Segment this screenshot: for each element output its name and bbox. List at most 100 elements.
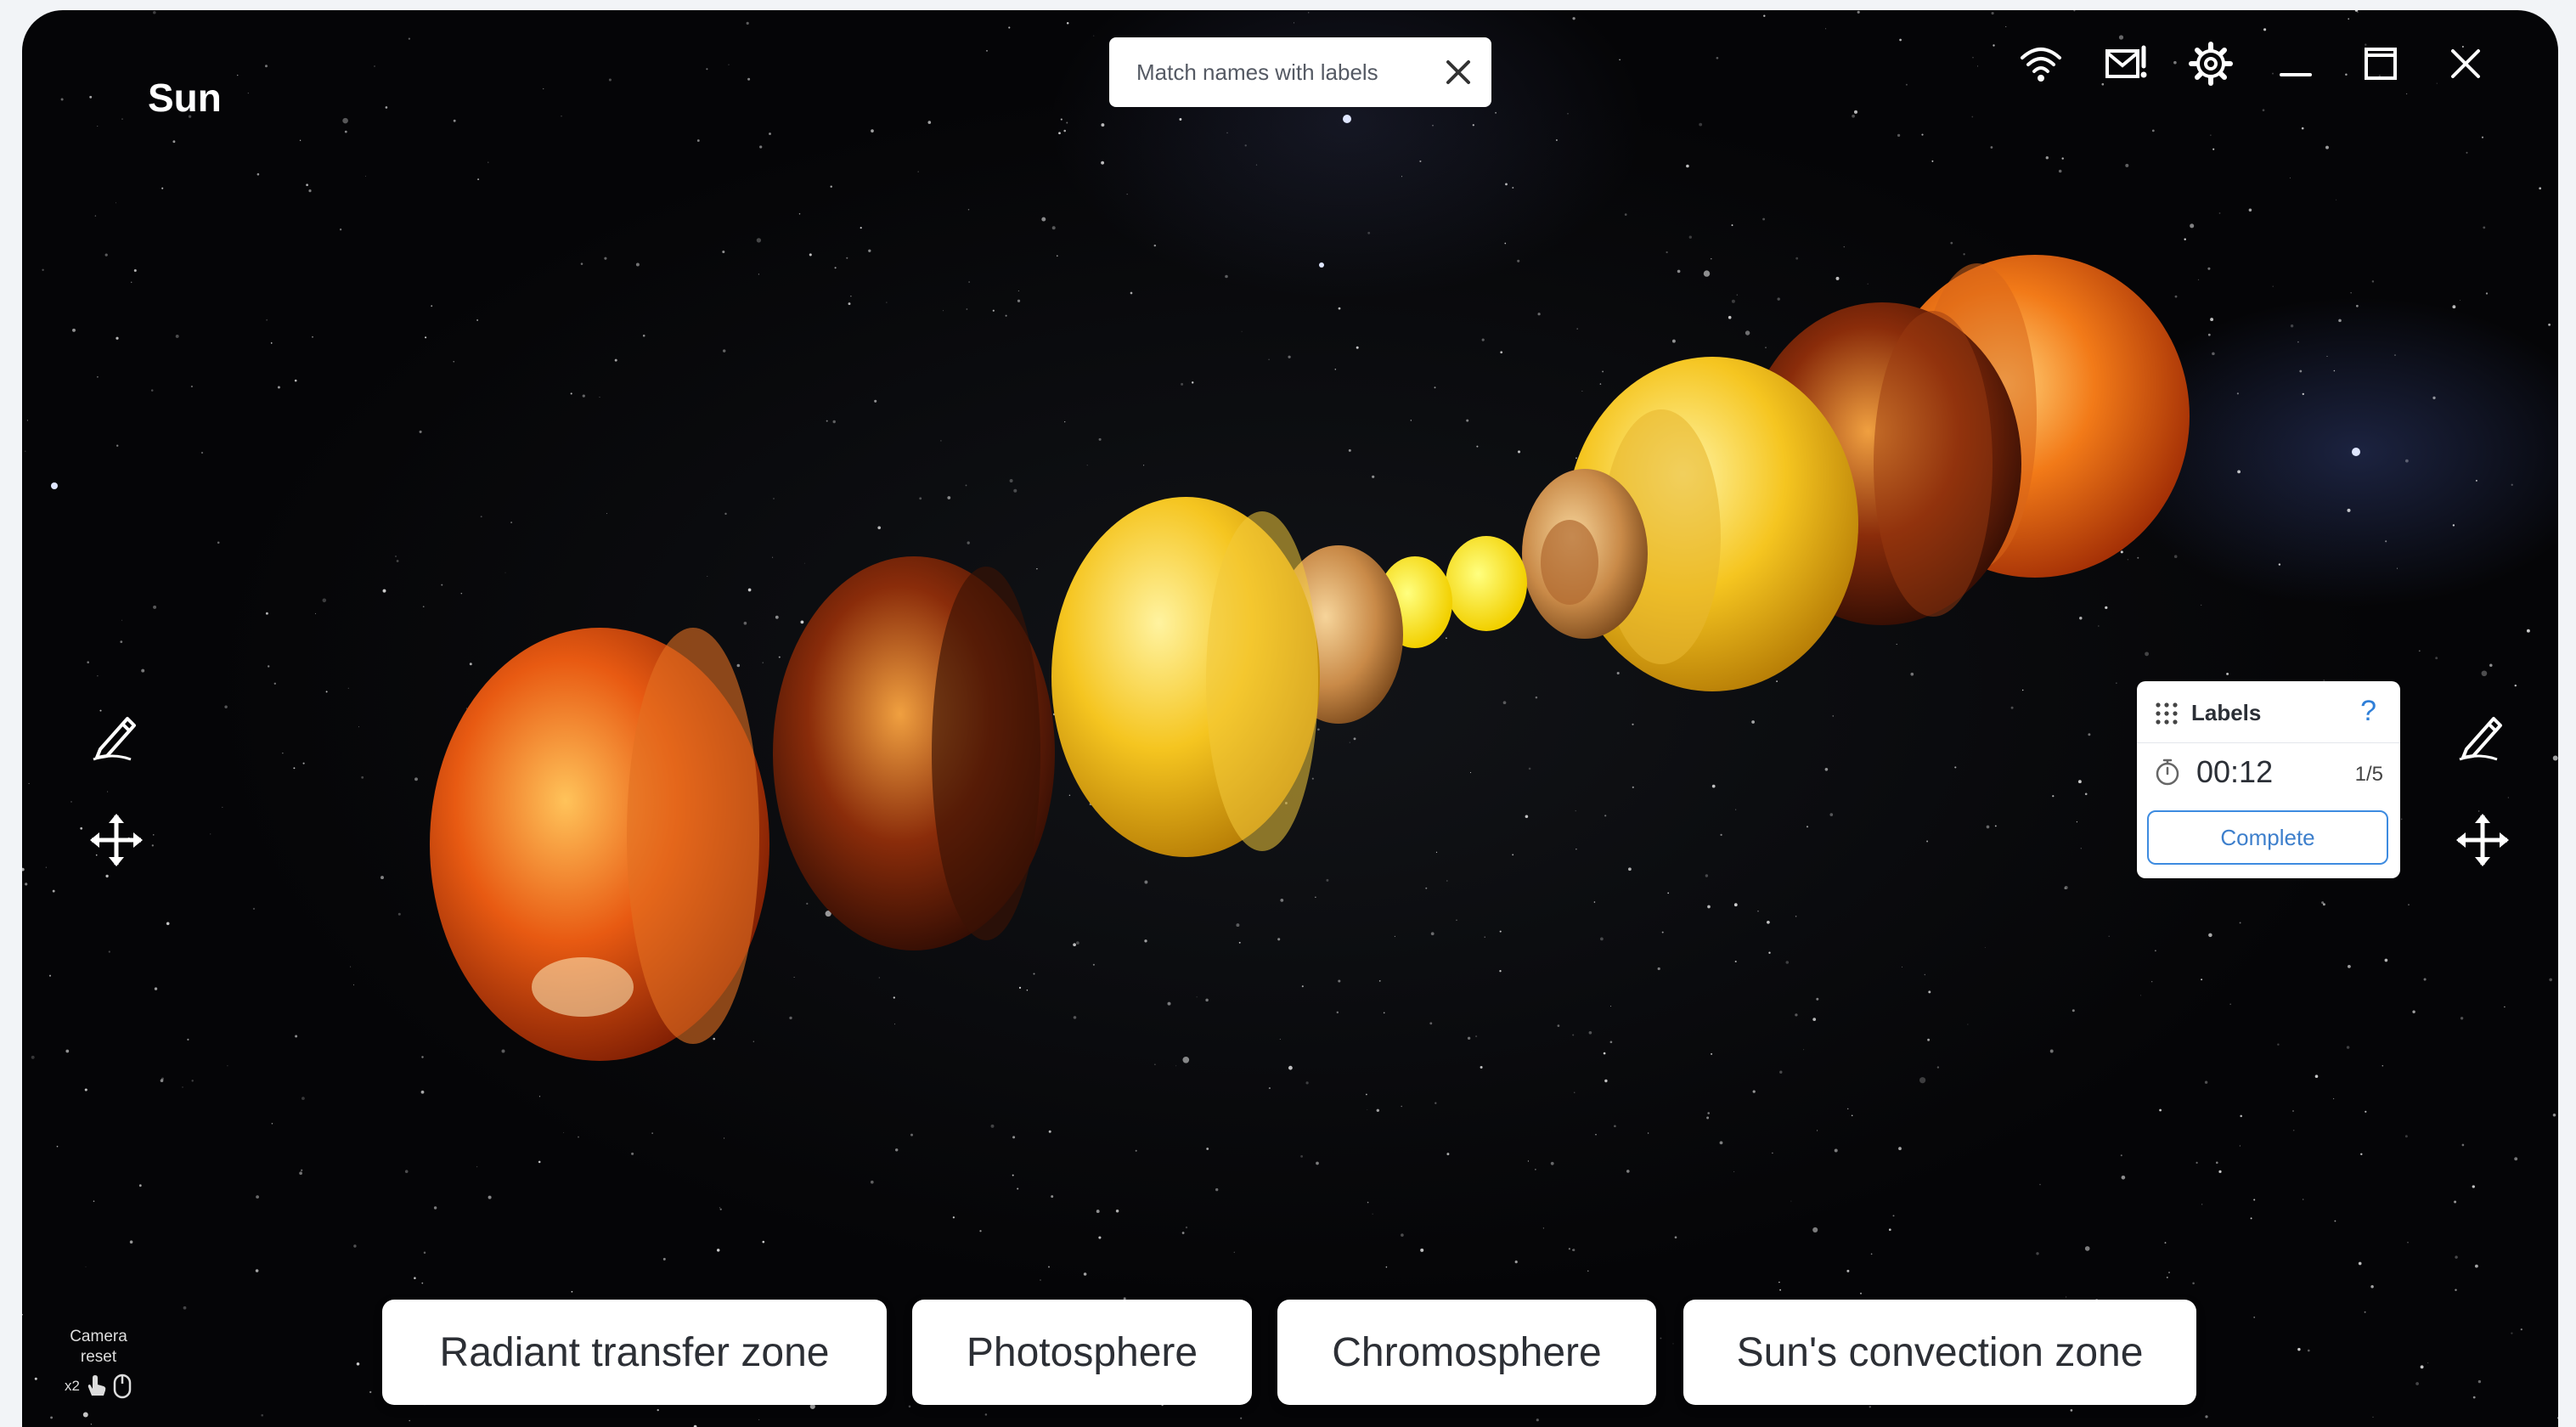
star: [1098, 437, 1102, 441]
minimize-icon[interactable]: [2273, 41, 2319, 87]
star: [1033, 973, 1035, 975]
star: [299, 1171, 302, 1176]
star: [1356, 346, 1359, 349]
dark-hemisphere-layer[interactable]: [773, 556, 1055, 950]
answer-option[interactable]: Sun's convection zone: [1683, 1300, 2196, 1405]
star: [1469, 772, 1472, 774]
star: [1502, 701, 1507, 705]
star: [1614, 1125, 1616, 1128]
star: [986, 49, 988, 52]
wifi-icon[interactable]: [2018, 41, 2064, 87]
answer-option[interactable]: Photosphere: [912, 1300, 1252, 1405]
star: [1816, 997, 1819, 1001]
star: [1058, 132, 1061, 135]
outer-hemisphere-layer[interactable]: [430, 628, 769, 1061]
star: [2371, 280, 2375, 283]
complete-button[interactable]: Complete: [2147, 810, 2388, 865]
star: [2481, 136, 2484, 138]
star: [2514, 684, 2517, 687]
star: [1268, 358, 1270, 361]
move-icon[interactable]: [2453, 810, 2512, 870]
star: [538, 1096, 541, 1097]
star: [65, 1049, 70, 1053]
star: [2205, 1415, 2208, 1419]
star: [1950, 241, 1953, 245]
star: [966, 308, 968, 310]
camera-reset[interactable]: Camera reset x2: [56, 1327, 141, 1400]
star: [2539, 187, 2542, 190]
star: [2145, 651, 2150, 657]
star: [2291, 1109, 2295, 1113]
star: [1824, 768, 1829, 771]
star: [342, 117, 348, 124]
star: [408, 37, 411, 40]
star: [1336, 1011, 1339, 1014]
star: [1425, 887, 1428, 889]
star: [1632, 786, 1634, 788]
star: [1728, 315, 1732, 319]
star: [2321, 901, 2325, 905]
move-icon[interactable]: [87, 810, 146, 870]
star: [2070, 1409, 2073, 1412]
star: [1505, 183, 1508, 186]
star: [834, 267, 837, 269]
star: [967, 208, 970, 211]
star: [2333, 369, 2336, 372]
star: [1093, 35, 1095, 37]
close-icon[interactable]: [2443, 41, 2489, 87]
star: [385, 106, 388, 109]
answer-option[interactable]: Radiant transfer zone: [382, 1300, 887, 1405]
star: [693, 1424, 697, 1427]
star: [414, 1277, 416, 1279]
gear-icon[interactable]: [2188, 41, 2234, 87]
star: [2358, 1261, 2362, 1266]
star: [1626, 1170, 1630, 1173]
star: [1334, 369, 1337, 370]
star: [1851, 1114, 1853, 1117]
star: [256, 172, 260, 176]
answer-option[interactable]: Chromosphere: [1277, 1300, 1656, 1405]
star: [2365, 43, 2367, 46]
star: [2248, 208, 2252, 212]
star: [1182, 1056, 1190, 1063]
star: [1677, 269, 1681, 274]
star: [1542, 1227, 1545, 1229]
star: [2239, 922, 2241, 924]
star: [2201, 979, 2203, 981]
star: [2120, 1154, 2122, 1157]
star: [2507, 797, 2509, 798]
star: [2239, 1145, 2241, 1147]
star: [339, 228, 342, 231]
star: [747, 77, 751, 81]
star: [1790, 1200, 1792, 1202]
help-icon[interactable]: ?: [2360, 695, 2376, 727]
close-icon[interactable]: [1440, 54, 1476, 90]
star: [2151, 129, 2155, 133]
star: [1581, 391, 1583, 392]
labels-panel-header: Labels: [2154, 700, 2261, 726]
star: [2338, 319, 2342, 323]
star: [2423, 978, 2427, 981]
pen-icon[interactable]: [87, 705, 146, 764]
star: [1476, 445, 1479, 448]
star: [1921, 133, 1924, 136]
star: [2435, 657, 2438, 660]
star: [1420, 1248, 1424, 1252]
maximize-icon[interactable]: [2358, 41, 2404, 87]
star: [60, 98, 64, 101]
yellow-hemisphere-layer[interactable]: [1051, 497, 1320, 857]
radiative-shell-layer[interactable]: [1522, 469, 1648, 639]
star: [153, 10, 156, 14]
star: [635, 262, 640, 267]
star: [2345, 73, 2348, 76]
hand-tap-icon: [87, 1375, 106, 1396]
pen-icon[interactable]: [2453, 705, 2512, 764]
star: [1446, 637, 1447, 640]
star: [2212, 352, 2215, 356]
star: [1504, 242, 1507, 245]
sun-layers-scene[interactable]: [22, 10, 2558, 1427]
star: [1376, 1108, 1380, 1113]
star: [614, 358, 617, 362]
mail-alert-icon[interactable]: [2103, 41, 2149, 87]
star: [2204, 1080, 2208, 1084]
